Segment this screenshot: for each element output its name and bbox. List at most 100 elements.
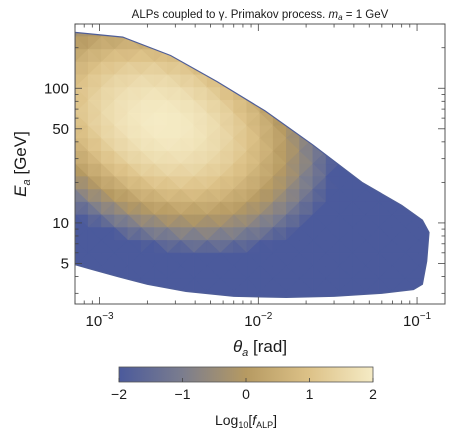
heatmap-cell xyxy=(378,32,393,38)
heatmap-cell xyxy=(232,36,248,51)
heatmap-cell xyxy=(246,36,261,51)
heatmap-cell xyxy=(206,61,221,76)
heatmap-cell xyxy=(299,36,314,51)
heatmap-cell xyxy=(404,49,419,63)
heatmap-cell xyxy=(272,36,288,51)
heatmap-cell xyxy=(378,125,393,139)
heatmap-cell xyxy=(432,190,445,203)
heatmap-cell xyxy=(432,139,445,152)
heatmap-cell xyxy=(193,61,208,76)
heatmap-cell xyxy=(432,253,445,266)
heatmap-cell xyxy=(378,87,393,102)
heatmap-cell xyxy=(338,74,353,88)
heatmap-cell xyxy=(391,36,406,51)
heatmap-cell xyxy=(338,36,353,51)
heatmap-cell xyxy=(167,290,182,298)
colorbar-tick-label: −2 xyxy=(111,386,127,402)
heatmap-cell xyxy=(259,32,274,38)
heatmap-cell xyxy=(272,87,288,102)
heatmap-cell xyxy=(127,32,142,38)
heatmap-cell xyxy=(286,61,301,76)
heatmap-cell xyxy=(325,112,341,127)
heatmap-cell xyxy=(325,32,340,38)
heatmap-cell xyxy=(114,32,129,38)
colorbar-tick-label: 1 xyxy=(306,386,314,402)
heatmap-cell xyxy=(391,112,406,127)
heatmap-cell xyxy=(391,112,407,127)
heatmap-cell xyxy=(154,290,169,298)
heatmap-cell xyxy=(312,125,327,140)
heatmap-cell xyxy=(365,35,380,50)
heatmap-cell xyxy=(338,32,353,38)
heatmap-cell xyxy=(206,36,221,51)
heatmap-cell xyxy=(232,74,248,88)
x-tick-label: 10−3 xyxy=(86,311,115,330)
heatmap-cell xyxy=(259,32,274,38)
heatmap-cell xyxy=(325,61,340,76)
heatmap-cell xyxy=(405,163,420,178)
heatmap-cell xyxy=(246,49,261,63)
heatmap-cell xyxy=(312,61,327,76)
heatmap-cell xyxy=(352,150,367,165)
heatmap-cell xyxy=(113,290,129,298)
heatmap-cell xyxy=(432,113,445,126)
heatmap-cell xyxy=(180,49,195,63)
heatmap-cell xyxy=(352,36,367,51)
heatmap-cell xyxy=(286,100,301,114)
heatmap-cell xyxy=(432,240,445,253)
heatmap-cell xyxy=(233,32,248,38)
heatmap-cell xyxy=(325,125,341,139)
heatmap-cell xyxy=(417,99,429,114)
heatmap-cell xyxy=(391,32,407,38)
heatmap-cell xyxy=(206,32,221,38)
heatmap-cell xyxy=(432,62,445,75)
heatmap-cell xyxy=(432,139,445,152)
heatmap-cell xyxy=(432,113,445,126)
heatmap-cell xyxy=(246,61,261,76)
heatmap-cell xyxy=(286,74,301,89)
heatmap-cell xyxy=(365,112,380,127)
heatmap-cell xyxy=(391,151,407,165)
heatmap-cell xyxy=(338,112,353,127)
heatmap-cell xyxy=(432,228,445,241)
heatmap-cell xyxy=(378,36,393,51)
heatmap-cell xyxy=(418,137,429,152)
heatmap-cell xyxy=(153,32,168,38)
heatmap-cell xyxy=(312,61,327,76)
heatmap-cell xyxy=(352,99,367,114)
heatmap-cell xyxy=(167,36,182,51)
heatmap-cell xyxy=(325,138,341,153)
heatmap-cell xyxy=(298,61,314,76)
heatmap-cell xyxy=(312,74,327,88)
heatmap-cell xyxy=(219,49,234,63)
heatmap-cell xyxy=(114,277,129,292)
heatmap-cell xyxy=(140,35,155,50)
heatmap-cell xyxy=(417,36,429,51)
heatmap-cell xyxy=(378,176,393,191)
heatmap-cell xyxy=(166,35,181,50)
heatmap-cell xyxy=(432,126,445,139)
heatmap-cell xyxy=(404,163,419,177)
heatmap-cell xyxy=(391,35,407,50)
heatmap-cell xyxy=(325,32,341,38)
x-tick-label: 10−1 xyxy=(403,311,432,330)
heatmap-cell xyxy=(101,278,116,293)
heatmap-cell xyxy=(391,189,406,203)
heatmap-cell xyxy=(405,32,420,38)
heatmap-cell xyxy=(364,175,380,190)
heatmap-cell xyxy=(338,100,354,114)
heatmap-cell xyxy=(391,61,406,76)
heatmap-cell xyxy=(432,100,445,113)
heatmap-cell xyxy=(246,48,261,63)
heatmap-cell xyxy=(405,87,420,102)
heatmap-cell xyxy=(417,61,429,76)
heatmap-cell xyxy=(404,61,419,76)
heatmap-cell xyxy=(298,86,314,101)
heatmap-cell xyxy=(391,125,406,139)
heatmap-cell xyxy=(365,125,380,140)
heatmap-cell xyxy=(391,163,406,178)
heatmap-cell xyxy=(179,32,195,38)
heatmap-cell xyxy=(286,86,301,101)
heatmap-cell xyxy=(405,175,420,190)
heatmap-cell xyxy=(378,48,393,63)
